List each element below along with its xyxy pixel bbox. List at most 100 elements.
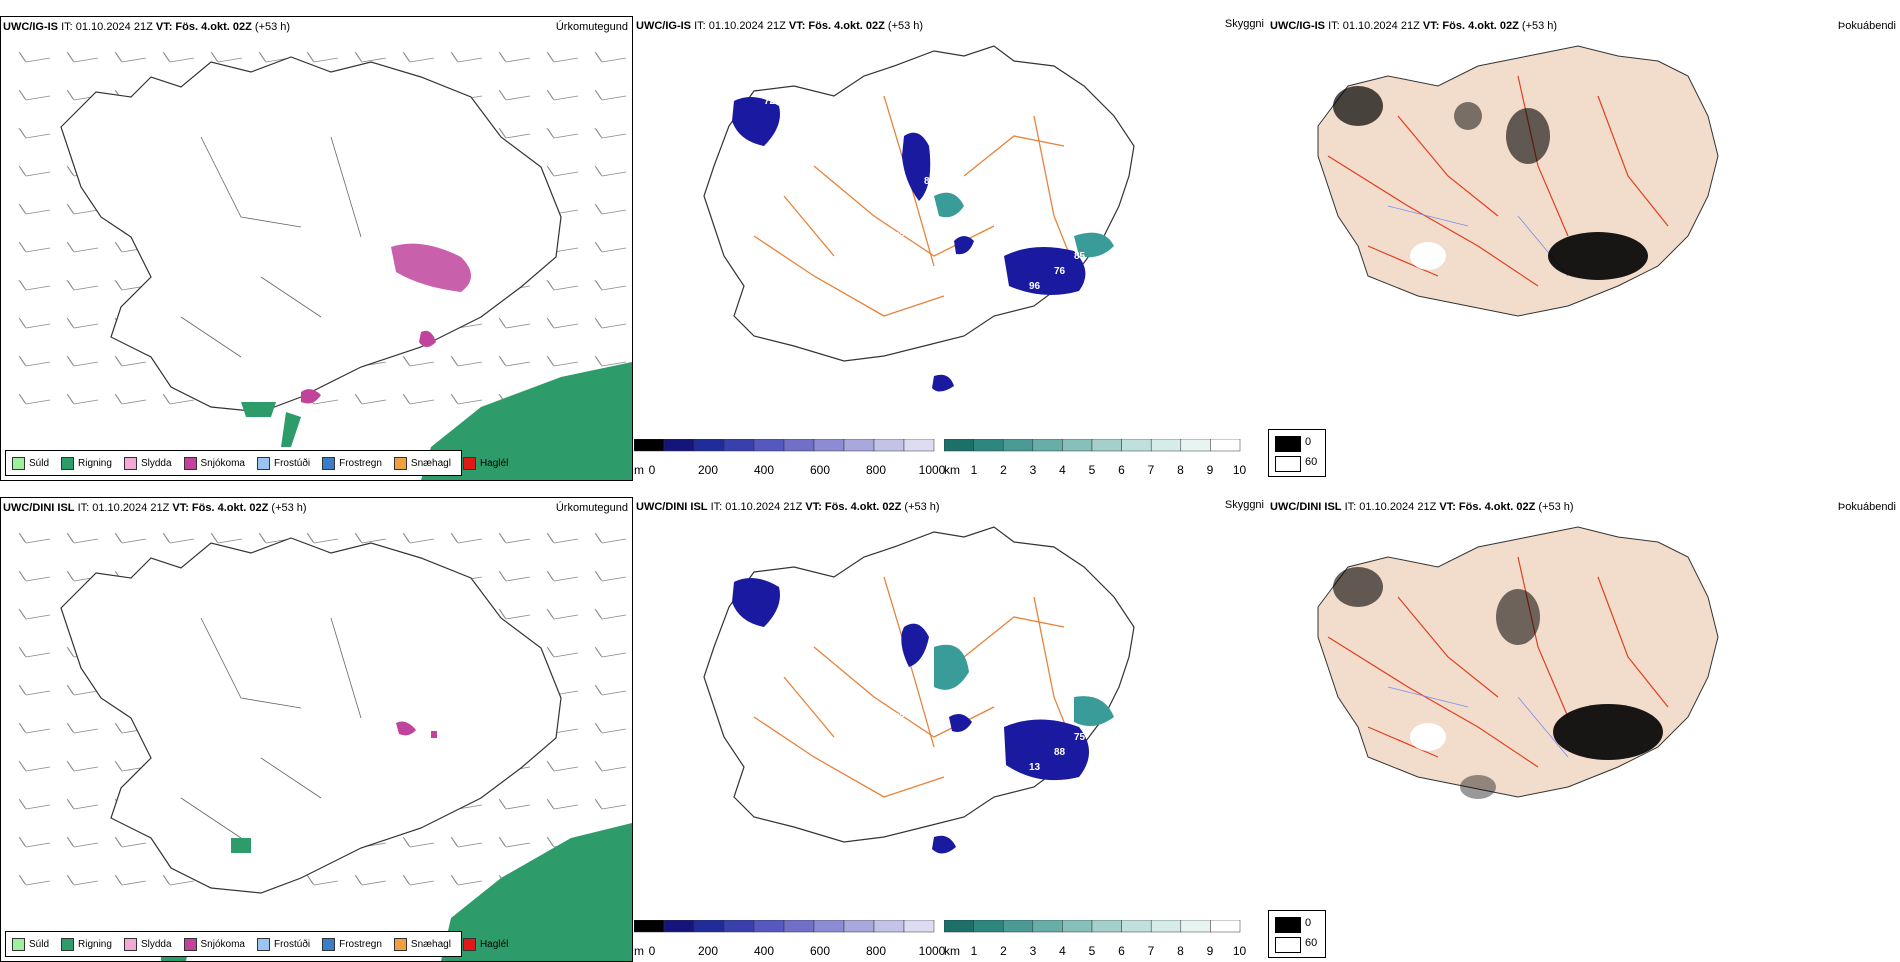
precip-legend-item: Slydda [123, 457, 172, 470]
colorbar-tick-label: 0 [648, 463, 656, 477]
colorbar-tick-label: 9 [1206, 944, 1214, 958]
precip-legend-swatch [123, 457, 137, 470]
panel-title: Þokuábendi [1837, 20, 1896, 32]
wind-barb [546, 760, 579, 772]
precip-legend-item: Haglél [462, 938, 509, 951]
visibility-m-colorbar: m 0 200 400 600 800 1000 [634, 920, 945, 960]
panel-header: UWC/DINI ISL IT: 01.10.2024 21Z VT: Fös.… [636, 501, 940, 513]
model-name: UWC/DINI ISL [3, 502, 75, 514]
colorbar-step [1091, 920, 1122, 933]
fog-legend: 0 60 [1268, 429, 1326, 477]
precip-legend-swatch [12, 457, 25, 470]
colorbar-tick-label: 6 [1118, 463, 1125, 477]
valid-time-label: VT: [155, 21, 173, 33]
precip-legend-swatch [322, 938, 336, 951]
km-unit: km [944, 944, 960, 958]
wind-barb [18, 608, 51, 620]
lead-time: (+53 h) [254, 21, 291, 33]
precip-legend-label: Haglél [479, 458, 509, 469]
wind-barb [594, 203, 627, 215]
wind-barb [162, 393, 195, 405]
precip-legend-label: Haglél [479, 939, 509, 950]
init-time: IT: 01.10.2024 21Z [694, 20, 786, 32]
precip-legend-swatch [393, 938, 407, 951]
fog-legend-white [1275, 456, 1301, 472]
visibility-value-label: 87 [1114, 717, 1126, 728]
wind-barb [402, 836, 435, 848]
wind-barb [66, 760, 99, 772]
colorbar-tick-label: 1 [970, 944, 978, 958]
precip-legend-swatch [256, 457, 270, 470]
model-name: UWC/IG-IS [636, 20, 691, 32]
precip-legend-label: Slydda [140, 458, 172, 469]
wind-barb [498, 127, 531, 139]
wind-barb [114, 51, 147, 63]
valid-time-label: VT: [172, 502, 189, 514]
colorbar-step [944, 439, 974, 452]
colorbar-tick-label: 800 [865, 944, 887, 958]
visibility-m-colorbar-ramp [634, 920, 935, 933]
valid-time: Fös. 4.okt. 02Z [175, 21, 252, 33]
colorbar-tick-label: 3 [1029, 944, 1037, 958]
init-time: IT: 01.10.2024 21Z [61, 21, 153, 33]
visibility-value-label: 76 [1054, 266, 1066, 277]
wind-barb [450, 836, 483, 848]
colorbar-tick-label: 8 [1177, 463, 1184, 477]
colorbar-step [1150, 920, 1182, 933]
colorbar-step [1121, 439, 1152, 452]
wind-barb [66, 203, 99, 215]
visibility-value-label: 72 [764, 96, 776, 107]
colorbar-tick-label: 6 [1118, 944, 1125, 958]
wind-barb [594, 684, 627, 696]
wind-barb [306, 532, 339, 544]
wind-barb [18, 127, 51, 139]
wind-barb [546, 317, 579, 329]
precip-legend-item: Slydda [123, 938, 172, 951]
wind-barb [354, 874, 387, 886]
precip-legend-item: Súld [12, 938, 49, 951]
visibility-value-label: 75 [1074, 732, 1086, 743]
precip-legend-items: Súld Rigning Slydda Snjókoma Frostúði Frostre… [12, 457, 518, 470]
panel-title: Úrkomutegund [555, 502, 628, 514]
valid-time-label: VT: [805, 501, 822, 513]
precip-legend-item: Frostregn [322, 938, 382, 951]
wind-barb [18, 874, 51, 886]
colorbar-step [873, 439, 905, 452]
wind-barb [498, 608, 531, 620]
wind-barb [546, 532, 579, 544]
panel-header: UWC/IG-IS IT: 01.10.2024 21Z VT: Fös. 4.… [636, 20, 923, 32]
wind-barb [18, 203, 51, 215]
wind-barb [594, 798, 627, 810]
colorbar-tick-label: 1 [970, 463, 978, 477]
wind-barb [546, 279, 579, 291]
init-time: IT: 01.10.2024 21Z [710, 501, 803, 513]
model-name: UWC/IG-IS [3, 21, 58, 33]
wind-barb [210, 532, 243, 544]
precip-legend-item: Rigning [61, 938, 112, 951]
visibility-value-label: 96 [1029, 281, 1041, 292]
wind-barb [66, 684, 99, 696]
precip-legend-item: Frostregn [322, 457, 382, 470]
lead-time: (+53 h) [1538, 501, 1574, 513]
wind-barb [114, 874, 147, 886]
colorbar-tick-label: 3 [1029, 463, 1037, 477]
colorbar-step [1180, 439, 1211, 452]
precip-legend-label: Frostregn [339, 458, 382, 469]
panel-title: Skyggni [1224, 18, 1264, 30]
precip-legend-swatch [12, 938, 25, 951]
visibility-value-label: 96 [954, 396, 966, 407]
visibility-m-colorbar: m 0 200 400 600 800 1000 [634, 439, 945, 479]
m-unit: m [634, 463, 644, 477]
wind-barb [594, 532, 627, 544]
colorbar-tick-label: 800 [865, 463, 887, 477]
precip-legend-label: Frostregn [339, 939, 382, 950]
init-time: IT: 01.10.2024 21Z [1344, 501, 1437, 513]
precip-legend-label: Frostúði [273, 939, 311, 950]
valid-time: Fös. 4.okt. 02Z [1458, 501, 1536, 513]
visibility-m-colorbar-ramp [634, 439, 935, 452]
wind-barb [18, 532, 51, 544]
valid-time: Fös. 4.okt. 02Z [824, 501, 902, 513]
wind-barb [114, 532, 147, 544]
precip-legend-swatch [462, 457, 476, 470]
visibility-km-colorbar: km 1 2 3 4 5 6 7 8 9 10 [944, 920, 1246, 960]
